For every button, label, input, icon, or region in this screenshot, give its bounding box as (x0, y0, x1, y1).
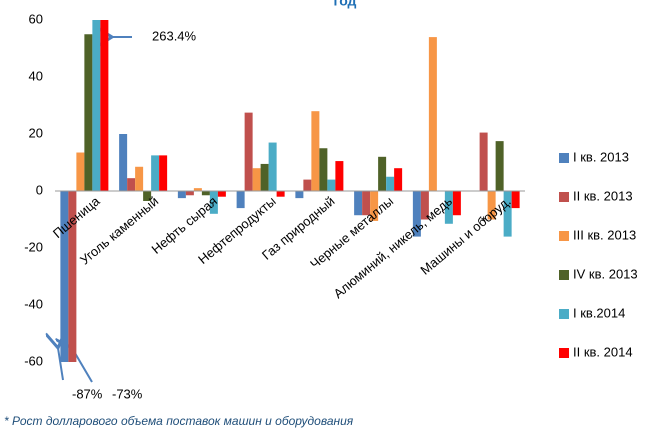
bar (354, 191, 363, 216)
bar (209, 191, 218, 214)
bar (311, 111, 320, 191)
bar (386, 176, 395, 191)
bar (76, 152, 85, 191)
bar (487, 191, 496, 220)
bar (151, 155, 160, 191)
bar (119, 134, 128, 191)
x-tick-label: Алюминий, никель, медь (331, 193, 456, 301)
bar (92, 20, 101, 191)
y-tick-label: 60 (29, 11, 43, 26)
bar (244, 112, 253, 191)
bar (159, 155, 168, 191)
footnote: * Рост долларового объема поставок машин… (4, 414, 354, 428)
bar (68, 191, 77, 362)
legend-label: IV кв. 2013 (573, 266, 638, 281)
bar (503, 191, 512, 237)
bar (444, 191, 453, 224)
annotation: 263.4% (152, 28, 197, 43)
bar (327, 179, 336, 191)
bar (201, 191, 210, 196)
annotation: * (481, 213, 486, 228)
bar (100, 20, 109, 191)
bar (479, 132, 488, 191)
y-tick-label: 0 (36, 182, 43, 197)
bar (143, 191, 152, 201)
legend-label: I кв. 2013 (573, 149, 629, 164)
bar (428, 37, 437, 191)
bar (319, 148, 328, 191)
bar (335, 161, 344, 191)
legend-label: II кв. 2013 (573, 188, 633, 203)
bar (412, 191, 421, 237)
y-tick-label: 40 (29, 68, 43, 83)
bar (84, 34, 93, 191)
legend-label: I кв.2014 (573, 305, 625, 320)
legend-swatch (559, 192, 569, 202)
annotation: -73% (112, 386, 143, 401)
bar (452, 191, 461, 216)
bar (370, 191, 379, 221)
legend-label: III кв. 2013 (573, 227, 636, 242)
legend-label: II кв. 2014 (573, 344, 633, 359)
annotation: -87% (72, 386, 103, 401)
bar (378, 156, 387, 191)
bar (362, 191, 371, 216)
bar (511, 191, 520, 209)
bar (268, 142, 277, 191)
bar (420, 191, 429, 220)
legend-swatch (559, 231, 569, 241)
bar (276, 191, 285, 197)
bar (135, 166, 144, 191)
bar (60, 191, 69, 362)
bar (252, 168, 261, 191)
bar (260, 163, 269, 191)
bar (303, 179, 312, 191)
legend-swatch (559, 348, 569, 358)
y-tick-label: -20 (24, 239, 43, 254)
plot-area (60, 20, 520, 362)
bar (495, 141, 504, 191)
legend-swatch (559, 153, 569, 163)
bar (185, 191, 194, 196)
bar (217, 191, 226, 197)
y-tick-label: 20 (29, 125, 43, 140)
y-tick-label: -40 (24, 296, 43, 311)
bar (193, 188, 202, 191)
bar (236, 191, 245, 209)
chart-title: год (334, 0, 357, 9)
y-tick-label: -60 (24, 353, 43, 368)
x-tick-label: Пшеница (50, 193, 103, 241)
bar (127, 178, 136, 191)
bar (177, 191, 186, 199)
bar (394, 168, 403, 191)
bar (295, 191, 304, 199)
legend-swatch (559, 309, 569, 319)
legend-swatch (559, 270, 569, 280)
